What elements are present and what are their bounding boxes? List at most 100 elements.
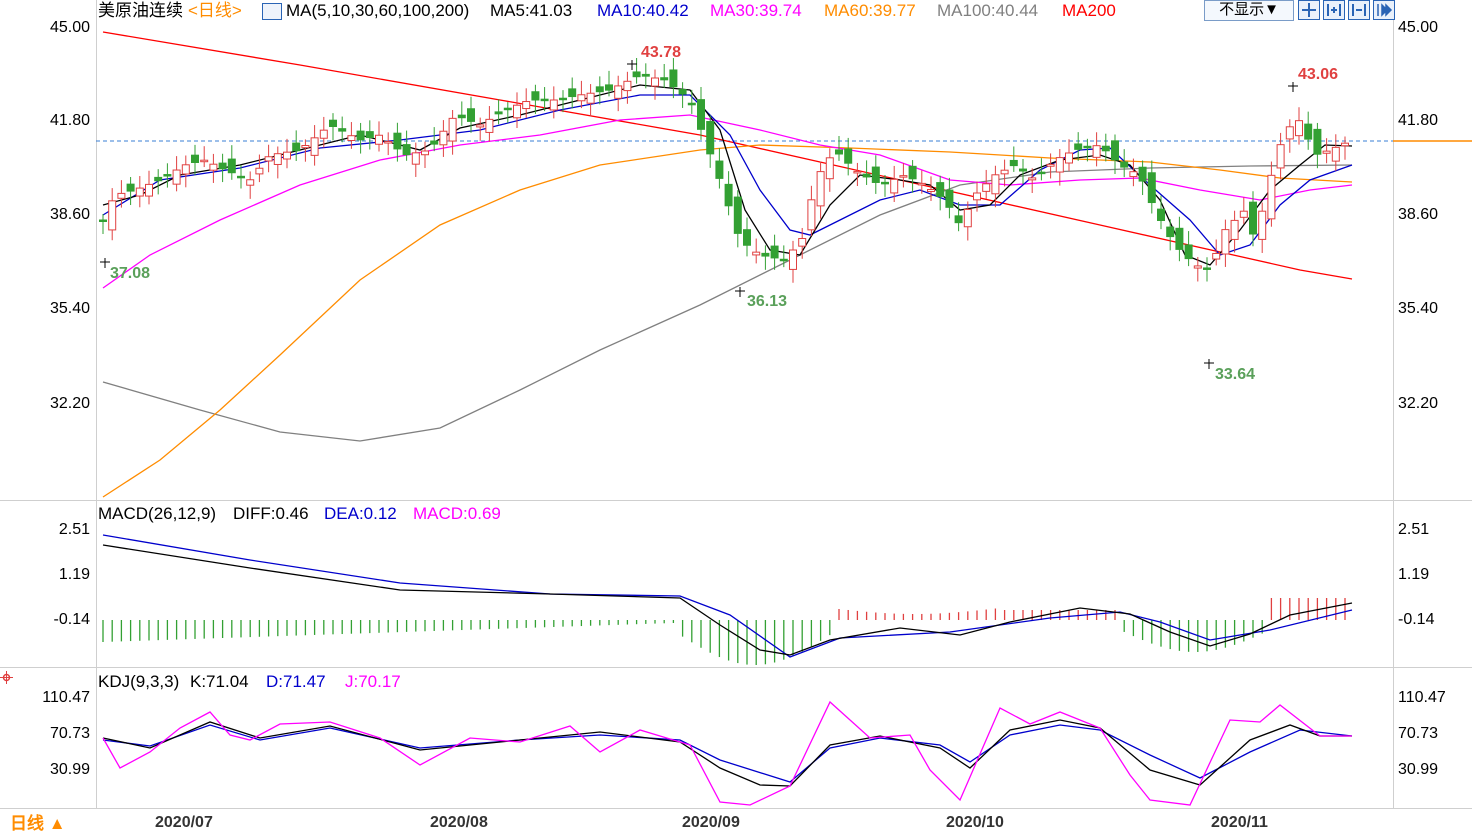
candle-body: [1083, 145, 1092, 149]
period-toggle-button[interactable]: 日线 ▲: [10, 814, 66, 833]
right-axis-border: [1393, 0, 1394, 808]
candle-body: [209, 163, 218, 171]
macd-axis-left-1: 2.51: [58, 521, 90, 538]
kdj-d-line: [102, 724, 1353, 783]
zoom-out-icon[interactable]: [1348, 0, 1370, 20]
candle-body: [181, 164, 190, 175]
candle-body: [973, 192, 981, 201]
zoom-in-glyph: [1327, 4, 1341, 16]
kdj-axis-right-3: 30.99: [1398, 761, 1439, 778]
kdj-k: K:71.04: [190, 672, 249, 691]
candle-body: [752, 251, 761, 256]
candle-body: [927, 189, 935, 192]
kdj-axis-left-2: 70.73: [49, 725, 90, 742]
price-panel-border: [0, 500, 1472, 501]
candle-body: [678, 89, 687, 95]
macd-axis-right-2: 1.19: [1398, 566, 1430, 583]
candle-body: [1092, 145, 1101, 158]
candle-body: [669, 69, 678, 88]
hide-button[interactable]: 不显示▼: [1204, 0, 1294, 21]
candle-body: [126, 183, 135, 192]
candle-body: [614, 85, 623, 99]
candle-body: [816, 171, 825, 207]
candle-body: [1157, 208, 1165, 221]
high-marker-2: [1288, 82, 1298, 92]
candle-body: [117, 192, 126, 199]
candle-body: [292, 142, 301, 152]
candle-body: [310, 137, 319, 156]
candle-body: [1074, 143, 1083, 150]
candle-body: [954, 215, 963, 224]
candle-body: [356, 130, 365, 141]
macd-title: MACD(26,12,9): [98, 504, 217, 523]
ma60-line: [102, 144, 1353, 498]
candle-body: [1239, 210, 1248, 218]
candle-body: [301, 145, 310, 149]
zoom-out-glyph: [1352, 4, 1366, 16]
candle-body: [641, 73, 650, 77]
candle-body: [844, 148, 853, 164]
candle-body: [586, 92, 595, 104]
fast-forward-icon[interactable]: [1373, 0, 1395, 20]
ma5-line: [102, 84, 1353, 266]
candle-body: [1258, 210, 1267, 240]
candle-body: [890, 178, 899, 194]
candle-body: [577, 94, 586, 102]
macd-diff: DIFF:0.46: [233, 504, 309, 523]
move-glyph: [1302, 3, 1316, 17]
ma200-value: MA200: [1062, 1, 1116, 20]
candle-body: [402, 144, 411, 156]
candle-body: [1055, 157, 1064, 173]
crosshair-icon[interactable]: [0, 671, 13, 684]
candle-body: [1147, 172, 1156, 204]
candle-body: [660, 77, 669, 81]
candle-body: [568, 88, 577, 98]
price-label-left-2: 41.80: [49, 112, 90, 129]
zoom-in-icon[interactable]: [1323, 0, 1345, 20]
indicator-icon[interactable]: [262, 3, 282, 20]
candle-body: [1065, 152, 1073, 164]
candle-body: [761, 252, 770, 257]
macd-axis-left-2: 1.19: [58, 566, 90, 583]
candle-body: [421, 150, 429, 156]
candle-body: [1230, 219, 1239, 240]
candle-body: [651, 77, 659, 87]
candle-body: [1267, 174, 1276, 220]
candle-body: [991, 174, 1000, 195]
move-icon[interactable]: [1298, 0, 1320, 20]
candle-body: [825, 157, 834, 180]
ma30-value: MA30:39.74: [710, 1, 802, 20]
candle-body: [807, 199, 816, 231]
candle-body: [513, 104, 521, 119]
candle-body: [430, 140, 439, 145]
candle-body: [1046, 163, 1055, 167]
candle-body: [1184, 244, 1193, 260]
candle-body: [347, 135, 356, 142]
candle-body: [375, 134, 383, 145]
left-axis-border: [96, 0, 97, 808]
candle-body: [1249, 201, 1257, 235]
high-label-1: 43.78: [641, 44, 682, 61]
candle-body: [218, 162, 227, 170]
ma30-line: [102, 114, 1353, 289]
candle-body: [393, 132, 402, 150]
low-marker-1: [100, 258, 110, 268]
candle-body: [99, 219, 107, 222]
candle-body: [1037, 171, 1046, 175]
candle-body: [1000, 169, 1009, 175]
candle-body: [789, 249, 797, 270]
candle-body: [1138, 166, 1147, 182]
low-marker-2: [735, 287, 745, 297]
candle-body: [1295, 120, 1303, 137]
candle-body: [1101, 145, 1110, 152]
candle-body: [853, 170, 862, 174]
candle-body: [1120, 161, 1129, 168]
candle-body: [687, 102, 696, 106]
candle-body: [255, 167, 264, 175]
candle-body: [1212, 252, 1221, 260]
period-label[interactable]: <日线>: [188, 1, 242, 20]
price-label-right-1: 45.00: [1398, 19, 1439, 36]
kdj-axis-right-1: 110.47: [1398, 689, 1446, 706]
candle-body: [200, 159, 209, 163]
